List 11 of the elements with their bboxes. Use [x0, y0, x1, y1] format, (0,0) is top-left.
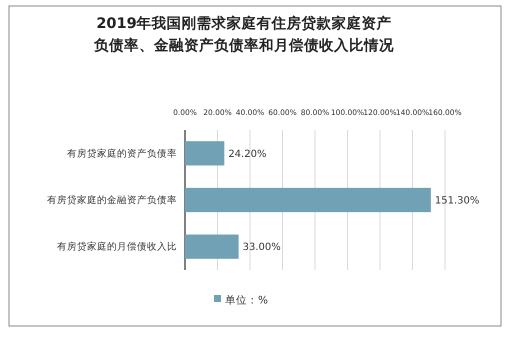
- bar: [185, 234, 239, 259]
- data-label: 24.20%: [228, 148, 266, 160]
- bar: [185, 141, 224, 166]
- legend-label: 单位：%: [225, 294, 268, 307]
- y-tick-label: 有房贷家庭的月偿债收入比: [57, 240, 177, 253]
- chart-title: 2019年我国刚需求家庭有住房贷款家庭资产负债率、金融资产负债率和月偿债收入比情况: [93, 14, 395, 54]
- y-tick-label: 有房贷家庭的资产负债率: [67, 147, 177, 160]
- data-label: 33.00%: [242, 242, 281, 254]
- bar: [185, 188, 431, 212]
- data-label: 151.30%: [434, 196, 480, 206]
- y-tick-label: 有房贷家庭的金融资产负债率: [47, 194, 177, 206]
